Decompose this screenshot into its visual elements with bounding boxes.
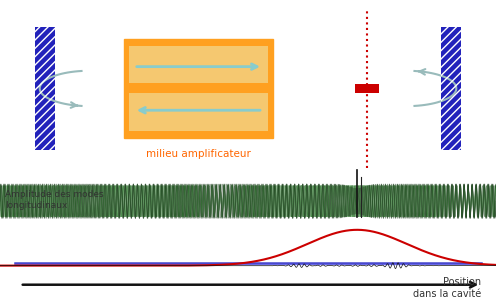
Bar [35,27,55,150]
Bar [124,39,273,138]
Bar [35,27,55,150]
Text: Position
dans la cavité: Position dans la cavité [413,278,481,299]
Bar [441,27,461,150]
Bar [129,93,268,131]
Bar [129,46,268,84]
Bar [441,27,461,150]
Text: Amplitude des modes
longitudinaux: Amplitude des modes longitudinaux [5,190,104,210]
Bar [355,84,379,93]
Text: milieu amplificateur: milieu amplificateur [146,149,251,159]
